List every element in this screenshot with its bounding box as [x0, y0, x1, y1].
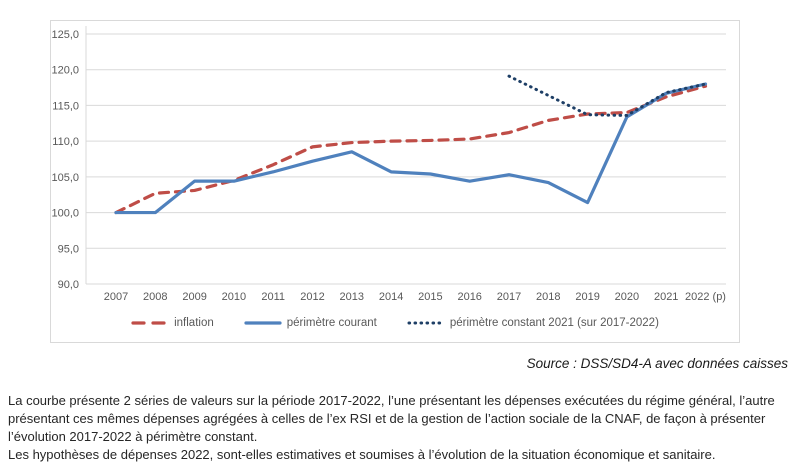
legend-item-perimetre-constant: périmètre constant 2021 (sur 2017-2022)	[407, 317, 659, 329]
x-axis-tick-label: 2012	[300, 291, 324, 303]
legend-item-inflation: inflation	[131, 317, 214, 329]
source-note: Source : DSS/SD4-A avec données caisses	[526, 356, 788, 371]
x-axis-tick-label: 2015	[418, 291, 442, 303]
legend-label-perimetre-constant: périmètre constant 2021 (sur 2017-2022)	[449, 317, 659, 329]
legend-item-perimetre-courant: périmètre courant	[244, 317, 377, 329]
legend-swatch-inflation	[131, 321, 169, 325]
legend-label-inflation: inflation	[174, 317, 214, 329]
series-line-perimetre-courant	[114, 82, 708, 215]
x-axis-tick-label: 2018	[536, 291, 560, 303]
x-axis-tick-label: 2007	[104, 291, 128, 303]
x-axis-tick-label: 2010	[222, 291, 246, 303]
series-line-inflation	[114, 84, 708, 215]
y-axis-tick-label: 105,0	[51, 172, 79, 184]
x-axis-tick-label: 2009	[182, 291, 206, 303]
y-axis-tick-label: 120,0	[51, 65, 79, 77]
series-line-perimetre-constant	[507, 74, 707, 117]
x-axis-tick-label: 2011	[261, 291, 285, 303]
y-axis-tick-label: 110,0	[52, 136, 79, 148]
y-axis-tick-label: 125,0	[51, 29, 79, 41]
x-axis-tick-label: 2022 (p)	[685, 291, 726, 303]
y-axis-tick-label: 115,0	[52, 100, 79, 112]
footnote-paragraph-1: La courbe présente 2 séries de valeurs s…	[8, 393, 775, 444]
x-axis-tick-label: 2008	[143, 291, 167, 303]
legend-swatch-perimetre-courant	[244, 321, 282, 325]
footnote-paragraph-2: Les hypothèses de dépenses 2022, sont-el…	[8, 447, 716, 462]
x-axis-tick-label: 2013	[340, 291, 364, 303]
footnote: La courbe présente 2 séries de valeurs s…	[8, 392, 788, 463]
y-axis-tick-label: 90,0	[58, 279, 79, 291]
x-axis-tick-label: 2014	[379, 291, 403, 303]
line-chart: 125,0 120,0 115,0 110,0 105,0 100,0 95,0 90,0 20…	[51, 26, 726, 303]
legend-label-perimetre-courant: périmètre courant	[286, 317, 377, 329]
y-axis-tick-label: 100,0	[51, 208, 79, 220]
chart-legend: inflation périmètre courant périmètre cons…	[51, 317, 739, 329]
x-axis-tick-label: 2020	[615, 291, 639, 303]
legend-swatch-perimetre-constant	[407, 321, 445, 325]
x-axis-tick-label: 2021	[654, 291, 678, 303]
x-axis-tick-label: 2017	[497, 291, 521, 303]
y-axis-tick-label: 95,0	[58, 243, 79, 255]
chart-frame: 125,0 120,0 115,0 110,0 105,0 100,0 95,0 90,0 20…	[50, 20, 740, 343]
x-axis-tick-label: 2016	[457, 291, 481, 303]
x-axis-tick-label: 2019	[575, 291, 599, 303]
